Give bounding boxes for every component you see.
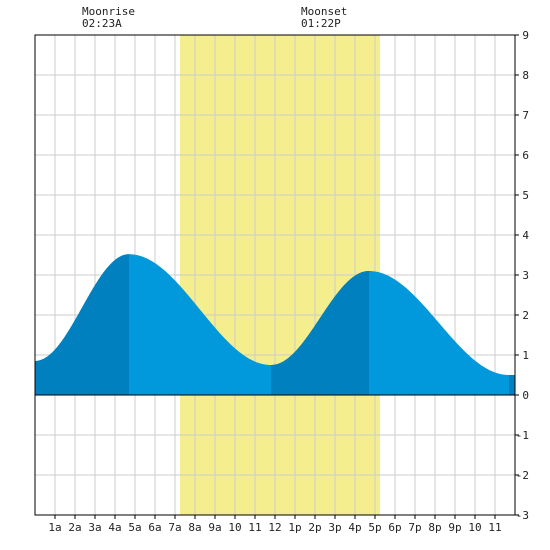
x-tick-label: 1a xyxy=(48,521,61,534)
x-tick-label: 5p xyxy=(368,521,381,534)
y-tick-label: 7 xyxy=(522,109,529,122)
moonrise-label: Moonrise 02:23A xyxy=(82,6,135,30)
y-tick-label: 9 xyxy=(522,29,529,42)
x-tick-label: 6p xyxy=(388,521,401,534)
moonrise-title: Moonrise xyxy=(82,5,135,18)
x-tick-label: 3a xyxy=(88,521,101,534)
x-tick-label: 1p xyxy=(288,521,301,534)
y-tick-label: 6 xyxy=(522,149,529,162)
x-tick-label: 2a xyxy=(68,521,81,534)
y-tick-label: 2 xyxy=(522,309,529,322)
y-tick-label: 3 xyxy=(522,269,529,282)
x-tick-label: 9a xyxy=(208,521,221,534)
x-tick-label: 5a xyxy=(128,521,141,534)
x-tick-label: 3p xyxy=(328,521,341,534)
moonset-time: 01:22P xyxy=(301,17,341,30)
tide-area xyxy=(35,254,515,395)
y-tick-label: -1 xyxy=(516,429,529,442)
x-tick-label: 10 xyxy=(468,521,481,534)
moonset-label: Moonset 01:22P xyxy=(301,6,347,30)
tide-area-band xyxy=(509,375,515,395)
y-tick-label: 0 xyxy=(522,389,529,402)
moonrise-time: 02:23A xyxy=(82,17,122,30)
y-tick-label: 1 xyxy=(522,349,529,362)
x-tick-label: 4a xyxy=(108,521,121,534)
x-tick-label: 12 xyxy=(268,521,281,534)
x-tick-label: 10 xyxy=(228,521,241,534)
tide-area-band xyxy=(35,254,129,395)
moonset-title: Moonset xyxy=(301,5,348,18)
x-tick-label: 6a xyxy=(148,521,161,534)
x-tick-label: 9p xyxy=(448,521,461,534)
x-tick-label: 2p xyxy=(308,521,321,534)
x-tick-label: 4p xyxy=(348,521,361,534)
x-tick-label: 8a xyxy=(188,521,201,534)
y-tick-label: -2 xyxy=(516,469,529,482)
y-tick-label: 8 xyxy=(522,69,529,82)
x-tick-label: 11 xyxy=(488,521,501,534)
x-tick-label: 7a xyxy=(168,521,181,534)
y-tick-label: 5 xyxy=(522,189,529,202)
x-tick-label: 7p xyxy=(408,521,421,534)
y-tick-label: -3 xyxy=(516,509,529,522)
y-tick-label: 4 xyxy=(522,229,529,242)
tide-area-band xyxy=(271,271,369,395)
x-tick-label: 8p xyxy=(428,521,441,534)
x-tick-label: 11 xyxy=(248,521,261,534)
